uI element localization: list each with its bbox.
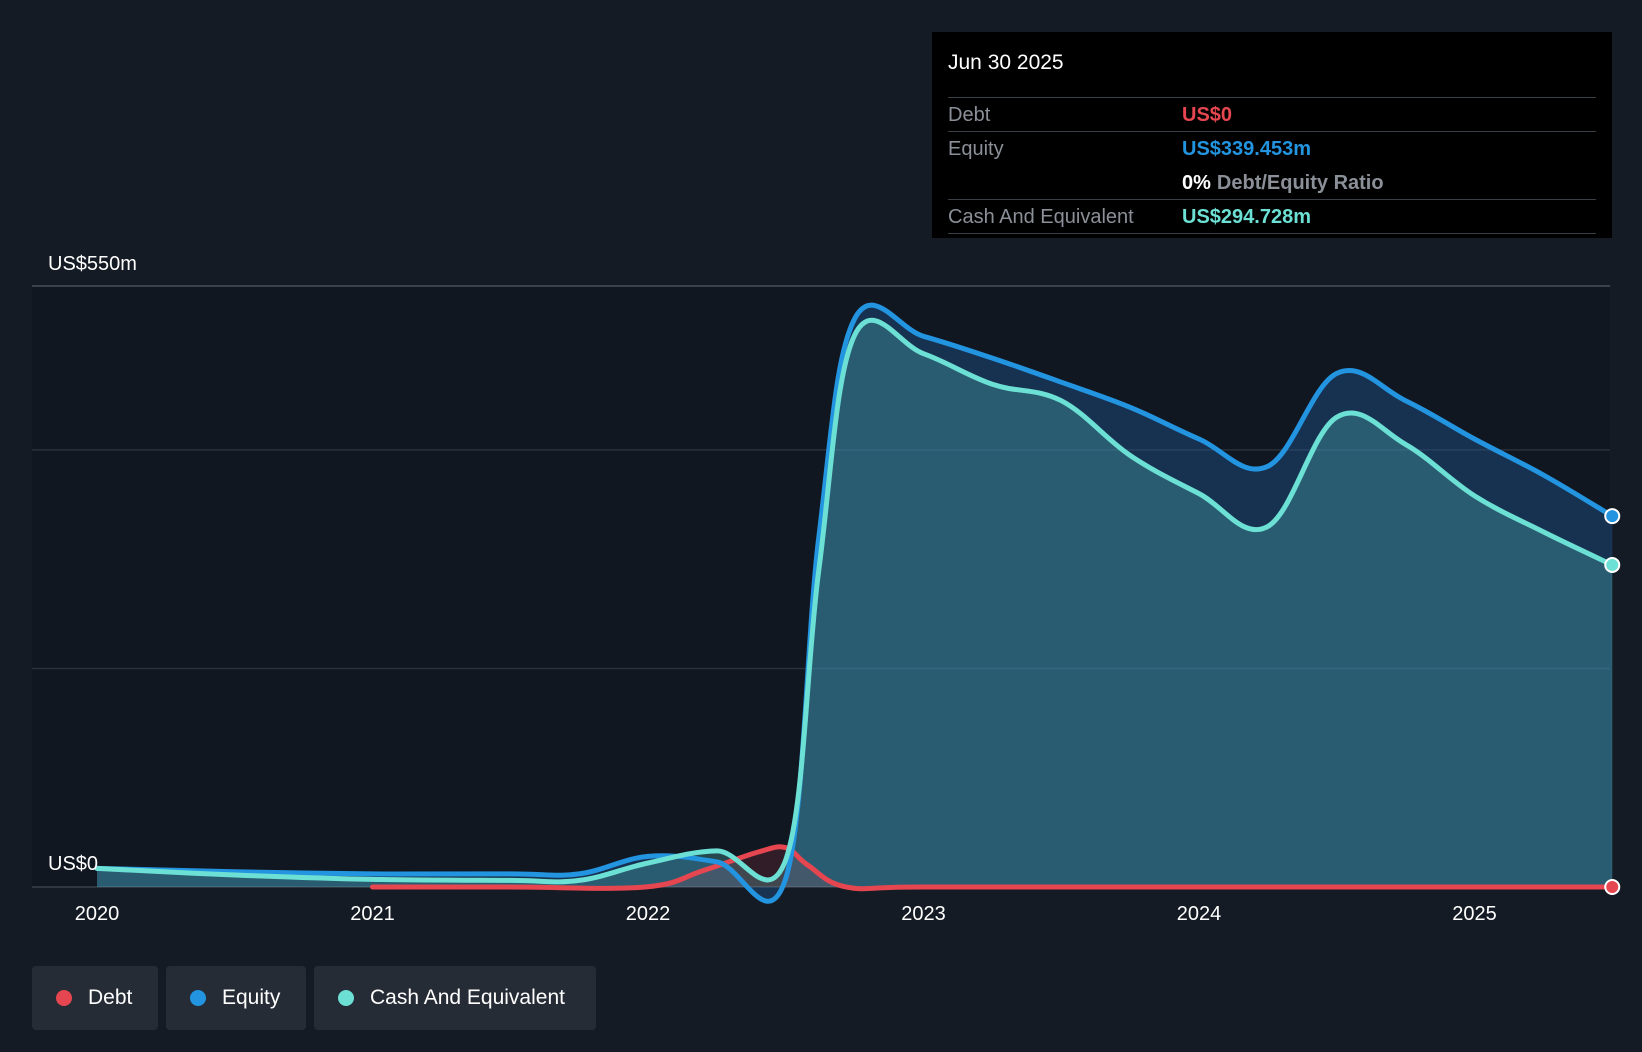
tooltip-cash-label: Cash And Equivalent [948,206,1134,228]
tooltip-debt-label: Debt [948,104,991,126]
x-tick-2025: 2025 [1452,903,1497,925]
plot-history-bg [32,286,1610,887]
legend-debt[interactable]: Debt [32,966,158,1030]
legend-cash-dot [338,990,354,1006]
legend-debt-label: Debt [88,986,133,1009]
line-cash-and-equivalent [94,317,1615,885]
tooltip-ratio-label: Debt/Equity Ratio [1216,172,1384,194]
endpoint-debt [1604,879,1621,895]
legend-equity[interactable]: Equity [166,966,306,1030]
tooltip-cash-value: US$294.728m [1182,206,1311,228]
tooltip-cash-row: Cash And Equivalent US$294.728m [948,200,1596,234]
legend-debt-dot [56,990,72,1006]
x-tick-2024: 2024 [1177,903,1222,925]
series-areas [97,305,1613,902]
y-axis-top-label: US$550m [48,253,137,275]
x-axis-ticks: 2020 2021 2022 2023 2024 2025 [75,903,1497,925]
legend-cash[interactable]: Cash And Equivalent [314,966,596,1030]
line-debt [370,844,1615,892]
legend-equity-label: Equity [222,986,281,1009]
x-tick-2020: 2020 [75,903,120,925]
area-cash-and-equivalent [97,320,1613,887]
x-tick-2021: 2021 [350,903,395,925]
series-lines [94,302,1615,904]
tooltip-equity-value: US$339.453m [1182,138,1311,160]
area-equity [97,305,1613,902]
line-equity [94,302,1615,904]
legend-cash-label: Cash And Equivalent [370,986,565,1009]
tooltip-equity-row: Equity US$339.453m [948,132,1596,166]
legend-equity-dot [190,990,206,1006]
y-axis-bottom-label: US$0 [48,853,98,875]
x-tick-2023: 2023 [901,903,946,925]
endpoint-cash-and-equivalent [1604,556,1621,573]
x-tick-2022: 2022 [626,903,671,925]
tooltip-debt-row: Debt US$0 [948,98,1596,132]
data-tooltip: Jun 30 2025 Debt US$0 Equity US$339.453m… [932,32,1612,238]
tooltip-debt-value: US$0 [1182,104,1233,126]
endpoint-equity [1604,508,1621,525]
series-endpoints [1604,508,1621,895]
tooltip-ratio-percent: 0% [1182,172,1211,194]
tooltip-equity-label: Equity [948,138,1004,160]
tooltip-ratio-row: 0% Debt/Equity Ratio [948,166,1596,200]
tooltip-date: Jun 30 2025 [948,48,1596,98]
